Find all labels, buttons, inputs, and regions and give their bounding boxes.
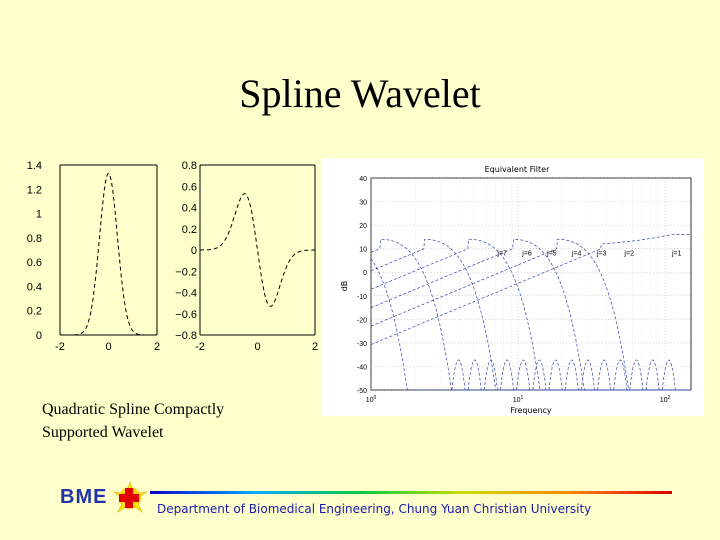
filter-curve-j=1 bbox=[370, 234, 691, 345]
filter-sidelobe bbox=[548, 359, 563, 391]
series-label-j=7: j=7 bbox=[496, 251, 507, 258]
wavelet-xtick-labels: -2 0 2 bbox=[195, 341, 318, 353]
caption-line-1: Quadratic Spline Compactly bbox=[42, 401, 225, 418]
scaling-ytick-label: 1 bbox=[36, 209, 42, 221]
scaling-ytick-label: 0.8 bbox=[27, 233, 42, 245]
wavelet-ytick-label: −0.4 bbox=[175, 288, 197, 300]
filter-sidelobe bbox=[661, 359, 676, 391]
equivalent-filter-series bbox=[370, 234, 691, 391]
scaling-function-curve bbox=[60, 172, 157, 336]
filter-sidelobe bbox=[532, 359, 547, 391]
scaling-xtick-label: 2 bbox=[154, 341, 160, 353]
filter-sidelobe bbox=[500, 359, 514, 391]
equiv-ytick-label: -40 bbox=[357, 364, 367, 371]
equivalent-filter-plot: Equivalent Filter 403020100-10-20-30-40-… bbox=[340, 165, 692, 415]
wavelet-xtick-label: 0 bbox=[254, 341, 260, 353]
filter-curve-j=5 bbox=[370, 238, 691, 391]
scaling-xtick-label: 0 bbox=[105, 341, 111, 353]
equiv-ytick-label: -10 bbox=[357, 294, 367, 301]
bme-logo-text: BME bbox=[60, 486, 108, 508]
filter-curve-j=4 bbox=[370, 238, 691, 391]
wavelet-ytick-label: 0.4 bbox=[182, 203, 197, 215]
filter-sidelobe bbox=[645, 359, 660, 391]
filter-sidelobe bbox=[629, 359, 644, 391]
equivalent-filter-ylabel: dB bbox=[340, 281, 349, 292]
filter-sidelobe bbox=[580, 359, 595, 391]
filter-curve-j=2 bbox=[370, 238, 691, 391]
equivalent-filter-ytick-labels: 40 30 20 10 0 -10 -20 -30 -40 -50 bbox=[357, 176, 367, 395]
equiv-ytick-label: 30 bbox=[359, 200, 367, 207]
wavelet-xtick-label: 2 bbox=[312, 341, 318, 353]
footer-rainbow-rule bbox=[150, 491, 672, 494]
equiv-ytick-label: 40 bbox=[359, 176, 367, 183]
wavelet-ytick-label: −0.2 bbox=[175, 266, 197, 278]
bme-logo-icon bbox=[112, 481, 148, 513]
wavelet-function-curve bbox=[200, 193, 315, 307]
scaling-xtick-labels: -2 0 2 bbox=[55, 341, 160, 353]
equiv-xtick-label: 100 bbox=[366, 395, 377, 404]
equiv-xtick-label: 102 bbox=[660, 395, 671, 404]
filter-sidelobe bbox=[483, 359, 498, 391]
slide-title: Spline Wavelet bbox=[239, 71, 481, 116]
scaling-ytick-label: 0.2 bbox=[27, 306, 42, 318]
filter-curve-j=6 bbox=[370, 238, 691, 391]
scaling-ytick-label: 0.6 bbox=[27, 257, 42, 269]
equiv-ytick-label: 0 bbox=[363, 270, 367, 277]
scaling-axes bbox=[59, 164, 158, 336]
scaling-ytick-labels: 0 0.2 0.4 0.6 0.8 1 1.2 1.4 bbox=[27, 160, 42, 342]
equiv-ytick-label: 20 bbox=[359, 223, 367, 230]
wavelet-xtick-label: -2 bbox=[195, 341, 205, 353]
filter-sidelobe bbox=[613, 359, 628, 391]
series-label-j=6: j=6 bbox=[521, 251, 532, 258]
scaling-function-plot: 0 0.2 0.4 0.6 0.8 1 1.2 1.4 -2 0 2 bbox=[27, 160, 160, 353]
wavelet-axes bbox=[199, 164, 316, 336]
filter-curve-j=3 bbox=[370, 238, 691, 391]
equivalent-filter-series-labels: j=7 j=6 j=5 j=4 j=3 j=2 j=1 bbox=[496, 251, 681, 258]
scaling-ytick-label: 0.4 bbox=[27, 281, 42, 293]
equiv-xtick-label: 101 bbox=[513, 395, 524, 404]
wavelet-ytick-labels: −0.8 −0.6 −0.4 −0.2 0 0.2 0.4 0.6 0.8 bbox=[175, 160, 197, 342]
equiv-ytick-label: -50 bbox=[357, 388, 367, 395]
scaling-ytick-label: 1.2 bbox=[27, 184, 42, 196]
series-label-j=5: j=5 bbox=[546, 251, 557, 258]
filter-sidelobe bbox=[516, 359, 531, 391]
series-label-j=3: j=3 bbox=[596, 251, 607, 258]
filter-sidelobe bbox=[451, 359, 466, 391]
wavelet-ytick-label: −0.8 bbox=[175, 330, 197, 342]
equiv-ytick-label: -30 bbox=[357, 341, 367, 348]
scaling-ytick-label: 0 bbox=[36, 330, 42, 342]
equivalent-filter-panel: Equivalent Filter 40 30 20 10 0 -10 -20 -30 -40-… bbox=[321, 158, 704, 416]
caption-line-2: Supported Wavelet bbox=[42, 424, 164, 441]
equivalent-filter-xlabel: Frequency bbox=[510, 406, 552, 415]
equiv-ytick-label: -20 bbox=[357, 317, 367, 324]
equivalent-filter-grid bbox=[370, 177, 691, 391]
scaling-xtick-label: -2 bbox=[55, 341, 65, 353]
wavelet-function-plot: −0.8 −0.6 −0.4 −0.2 0 0.2 0.4 0.6 0.8 -2 0 2 bbox=[175, 160, 318, 353]
series-label-j=1: j=1 bbox=[671, 251, 682, 258]
wavelet-ytick-label: −0.6 bbox=[175, 309, 197, 321]
equiv-ytick-label: 10 bbox=[359, 247, 367, 254]
filter-sidelobe bbox=[467, 359, 482, 391]
wavelet-ytick-label: 0.6 bbox=[182, 181, 197, 193]
wavelet-ytick-label: 0.8 bbox=[182, 160, 197, 172]
series-label-j=2: j=2 bbox=[623, 251, 634, 258]
series-label-j=4: j=4 bbox=[571, 251, 582, 258]
equivalent-filter-title: Equivalent Filter bbox=[485, 165, 550, 174]
filter-sidelobe bbox=[564, 359, 579, 391]
wavelet-ytick-label: 0 bbox=[191, 245, 197, 257]
equivalent-filter-xtick-labels: 100 101 102 bbox=[366, 395, 671, 404]
scaling-ytick-label: 1.4 bbox=[27, 160, 42, 172]
footer-department-text: Department of Biomedical Engineering, Ch… bbox=[157, 502, 592, 516]
filter-sidelobe bbox=[597, 359, 612, 391]
slide-caption: Quadratic Spline Compactly Supported Wav… bbox=[42, 398, 224, 444]
wavelet-ytick-label: 0.2 bbox=[182, 224, 197, 236]
